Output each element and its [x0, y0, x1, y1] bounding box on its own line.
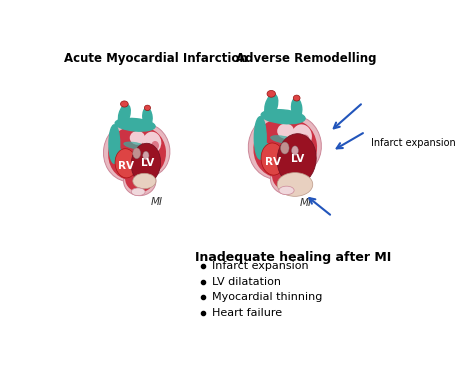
- Ellipse shape: [281, 142, 289, 154]
- Ellipse shape: [115, 118, 155, 131]
- Text: Adverse Remodelling: Adverse Remodelling: [236, 52, 376, 65]
- Ellipse shape: [277, 172, 313, 196]
- Ellipse shape: [292, 146, 298, 155]
- Text: Heart failure: Heart failure: [212, 308, 282, 318]
- Ellipse shape: [248, 113, 308, 179]
- Ellipse shape: [126, 128, 166, 175]
- Ellipse shape: [292, 124, 312, 148]
- Ellipse shape: [151, 141, 159, 150]
- Ellipse shape: [124, 142, 146, 149]
- Ellipse shape: [109, 125, 120, 163]
- Text: MI: MI: [299, 197, 311, 208]
- Ellipse shape: [271, 136, 296, 144]
- Text: Inadequate healing after MI: Inadequate healing after MI: [195, 251, 392, 264]
- Ellipse shape: [103, 122, 157, 182]
- Ellipse shape: [143, 132, 161, 153]
- Ellipse shape: [267, 91, 275, 97]
- Ellipse shape: [255, 117, 266, 159]
- Ellipse shape: [133, 173, 156, 189]
- Text: MI: MI: [151, 197, 163, 207]
- Ellipse shape: [292, 98, 302, 118]
- Ellipse shape: [293, 95, 300, 101]
- Ellipse shape: [120, 101, 128, 107]
- Text: Infarct expansion: Infarct expansion: [371, 138, 456, 148]
- Ellipse shape: [108, 126, 156, 180]
- Ellipse shape: [277, 124, 294, 139]
- Ellipse shape: [118, 104, 130, 125]
- Ellipse shape: [125, 124, 170, 176]
- Ellipse shape: [279, 186, 294, 195]
- Text: RV: RV: [265, 157, 281, 167]
- Text: LV: LV: [141, 158, 154, 168]
- Ellipse shape: [272, 161, 304, 191]
- Ellipse shape: [143, 108, 152, 126]
- Ellipse shape: [131, 143, 161, 183]
- Ellipse shape: [125, 165, 155, 192]
- Ellipse shape: [143, 151, 149, 160]
- Text: Infarct expansion: Infarct expansion: [212, 262, 309, 271]
- Ellipse shape: [270, 163, 306, 195]
- Ellipse shape: [131, 188, 145, 196]
- Text: Acute Myocardial Infarction: Acute Myocardial Infarction: [64, 52, 248, 65]
- Ellipse shape: [124, 166, 156, 196]
- Ellipse shape: [145, 105, 151, 111]
- Ellipse shape: [115, 149, 137, 178]
- Text: Myocardial thinning: Myocardial thinning: [212, 292, 322, 302]
- Ellipse shape: [273, 120, 317, 172]
- Ellipse shape: [261, 143, 285, 175]
- Ellipse shape: [112, 149, 124, 163]
- Text: LV dilatation: LV dilatation: [212, 277, 281, 287]
- Ellipse shape: [258, 143, 271, 158]
- Ellipse shape: [254, 119, 306, 178]
- Ellipse shape: [277, 134, 316, 185]
- Text: LV: LV: [291, 153, 304, 164]
- Ellipse shape: [130, 131, 145, 145]
- Ellipse shape: [301, 135, 310, 145]
- Ellipse shape: [272, 116, 321, 173]
- Ellipse shape: [265, 94, 278, 117]
- Text: RV: RV: [118, 161, 134, 171]
- Ellipse shape: [133, 148, 140, 159]
- Ellipse shape: [261, 110, 305, 124]
